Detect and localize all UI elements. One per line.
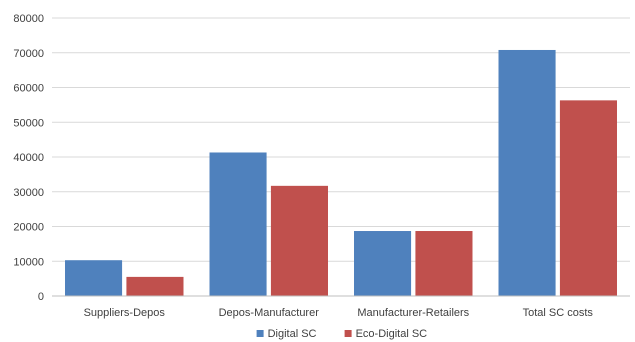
gridlines (52, 17, 630, 262)
y-tick-label: 50000 (13, 117, 44, 129)
x-tick-label: Total SC costs (523, 307, 594, 319)
x-axis-ticks: Suppliers-Depos Depos-Manufacturer Manufac… (84, 307, 594, 319)
bar-eco-digital-sc-0 (126, 276, 184, 296)
legend: Digital SC Eco-Digital SC (256, 328, 428, 340)
bar-eco-digital-sc-2 (415, 231, 473, 296)
legend-label: Digital SC (268, 328, 317, 340)
legend-swatch (344, 330, 352, 337)
y-axis-ticks: 0 10000 20000 30000 40000 50000 60000 70000 8000… (13, 13, 44, 303)
y-tick-label: 80000 (13, 13, 44, 25)
bar-digital-sc-1 (209, 152, 267, 296)
y-tick-label: 40000 (13, 152, 44, 164)
bar-digital-sc-2 (354, 231, 412, 296)
legend-swatch (256, 330, 264, 337)
x-tick-label: Suppliers-Depos (84, 307, 166, 319)
legend-label: Eco-Digital SC (356, 328, 428, 340)
y-tick-label: 0 (38, 291, 44, 303)
x-tick-label: Depos-Manufacturer (219, 307, 320, 319)
y-tick-label: 10000 (13, 256, 44, 268)
bar-digital-sc-0 (65, 260, 123, 296)
y-tick-label: 20000 (13, 222, 44, 234)
y-tick-label: 60000 (13, 83, 44, 95)
bar-eco-digital-sc-3 (559, 100, 617, 296)
bars (65, 49, 617, 296)
x-tick-label: Manufacturer-Retailers (357, 307, 469, 319)
bar-digital-sc-3 (498, 49, 556, 296)
bar-eco-digital-sc-1 (270, 185, 328, 296)
y-tick-label: 70000 (13, 48, 44, 60)
y-tick-label: 30000 (13, 187, 44, 199)
